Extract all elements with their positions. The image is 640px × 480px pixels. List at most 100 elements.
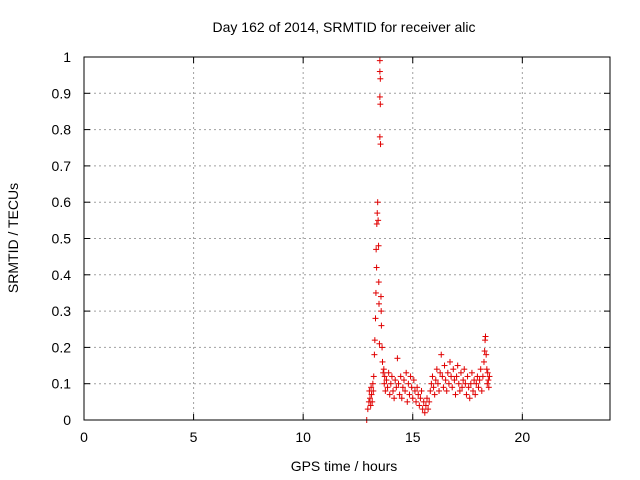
data-point <box>477 366 484 373</box>
data-point <box>368 384 375 391</box>
data-point <box>382 387 389 394</box>
data-point <box>454 362 461 369</box>
data-point <box>442 377 449 384</box>
x-tick-label: 10 <box>295 429 311 445</box>
y-tick-label: 0.4 <box>52 267 72 283</box>
data-point <box>388 373 395 380</box>
data-point <box>449 384 456 391</box>
data-point <box>466 395 473 402</box>
data-point <box>443 387 450 394</box>
data-point <box>398 395 405 402</box>
data-point <box>430 384 437 391</box>
data-point <box>381 373 388 380</box>
data-point <box>474 373 481 380</box>
x-tick-label: 5 <box>190 429 198 445</box>
data-point <box>420 398 427 405</box>
data-point <box>376 93 383 100</box>
data-point <box>397 373 404 380</box>
data-point <box>367 395 374 402</box>
data-point <box>384 384 391 391</box>
data-point <box>371 351 378 358</box>
data-point <box>450 366 457 373</box>
data-point <box>368 391 375 398</box>
data-point <box>457 369 464 376</box>
data-point <box>485 377 492 384</box>
data-point <box>419 406 426 413</box>
data-point <box>468 369 475 376</box>
data-point <box>376 133 383 140</box>
data-point <box>414 384 421 391</box>
data-point <box>404 398 411 405</box>
data-point <box>481 348 488 355</box>
data-point <box>463 391 470 398</box>
data-point <box>425 406 432 413</box>
data-point <box>473 380 480 387</box>
data-point <box>472 391 479 398</box>
data-point <box>400 377 407 384</box>
data-point <box>376 68 383 75</box>
data-point <box>478 387 485 394</box>
data-point <box>367 402 374 409</box>
data-point <box>447 358 454 365</box>
data-point <box>377 75 384 82</box>
data-point <box>379 344 386 351</box>
data-point <box>436 387 443 394</box>
data-point <box>429 373 436 380</box>
y-tick-label: 0.2 <box>52 339 72 355</box>
data-point <box>475 384 482 391</box>
data-point <box>408 384 415 391</box>
data-point <box>371 337 378 344</box>
data-point <box>452 391 459 398</box>
data-point <box>376 340 383 347</box>
data-point <box>439 373 446 380</box>
data-point <box>370 373 377 380</box>
data-point <box>373 220 380 227</box>
data-point <box>372 315 379 322</box>
data-point <box>441 362 448 369</box>
y-tick-label: 0.9 <box>52 85 72 101</box>
x-tick-label: 0 <box>80 429 88 445</box>
data-point <box>403 369 410 376</box>
data-point <box>427 387 434 394</box>
data-point <box>456 387 463 394</box>
data-point <box>402 387 409 394</box>
data-point <box>364 406 371 413</box>
data-point <box>422 402 429 409</box>
data-point <box>426 398 433 405</box>
data-point <box>421 409 428 416</box>
data-point <box>485 384 492 391</box>
data-point <box>455 380 462 387</box>
data-point <box>383 377 390 384</box>
data-point <box>375 300 382 307</box>
data-point <box>399 384 406 391</box>
data-point <box>434 380 441 387</box>
data-point <box>464 373 471 380</box>
x-axis-label: GPS time / hours <box>291 458 398 474</box>
data-point <box>462 380 469 387</box>
data-point <box>375 242 382 249</box>
data-point <box>390 387 397 394</box>
data-point <box>483 351 490 358</box>
data-point <box>445 380 452 387</box>
data-points <box>363 57 493 423</box>
data-point <box>378 308 385 315</box>
data-point <box>406 391 413 398</box>
data-point <box>369 398 376 405</box>
data-point <box>467 380 474 387</box>
data-point <box>482 333 489 340</box>
data-point <box>374 210 381 217</box>
data-point <box>393 384 400 391</box>
data-point <box>385 369 392 376</box>
data-point <box>395 380 402 387</box>
data-point <box>387 380 394 387</box>
data-point <box>407 373 414 380</box>
data-point <box>396 391 403 398</box>
data-point <box>448 373 455 380</box>
data-point <box>432 377 439 384</box>
data-point <box>369 380 376 387</box>
data-point <box>423 395 430 402</box>
data-point <box>459 384 466 391</box>
data-point <box>381 380 388 387</box>
data-point <box>470 387 477 394</box>
